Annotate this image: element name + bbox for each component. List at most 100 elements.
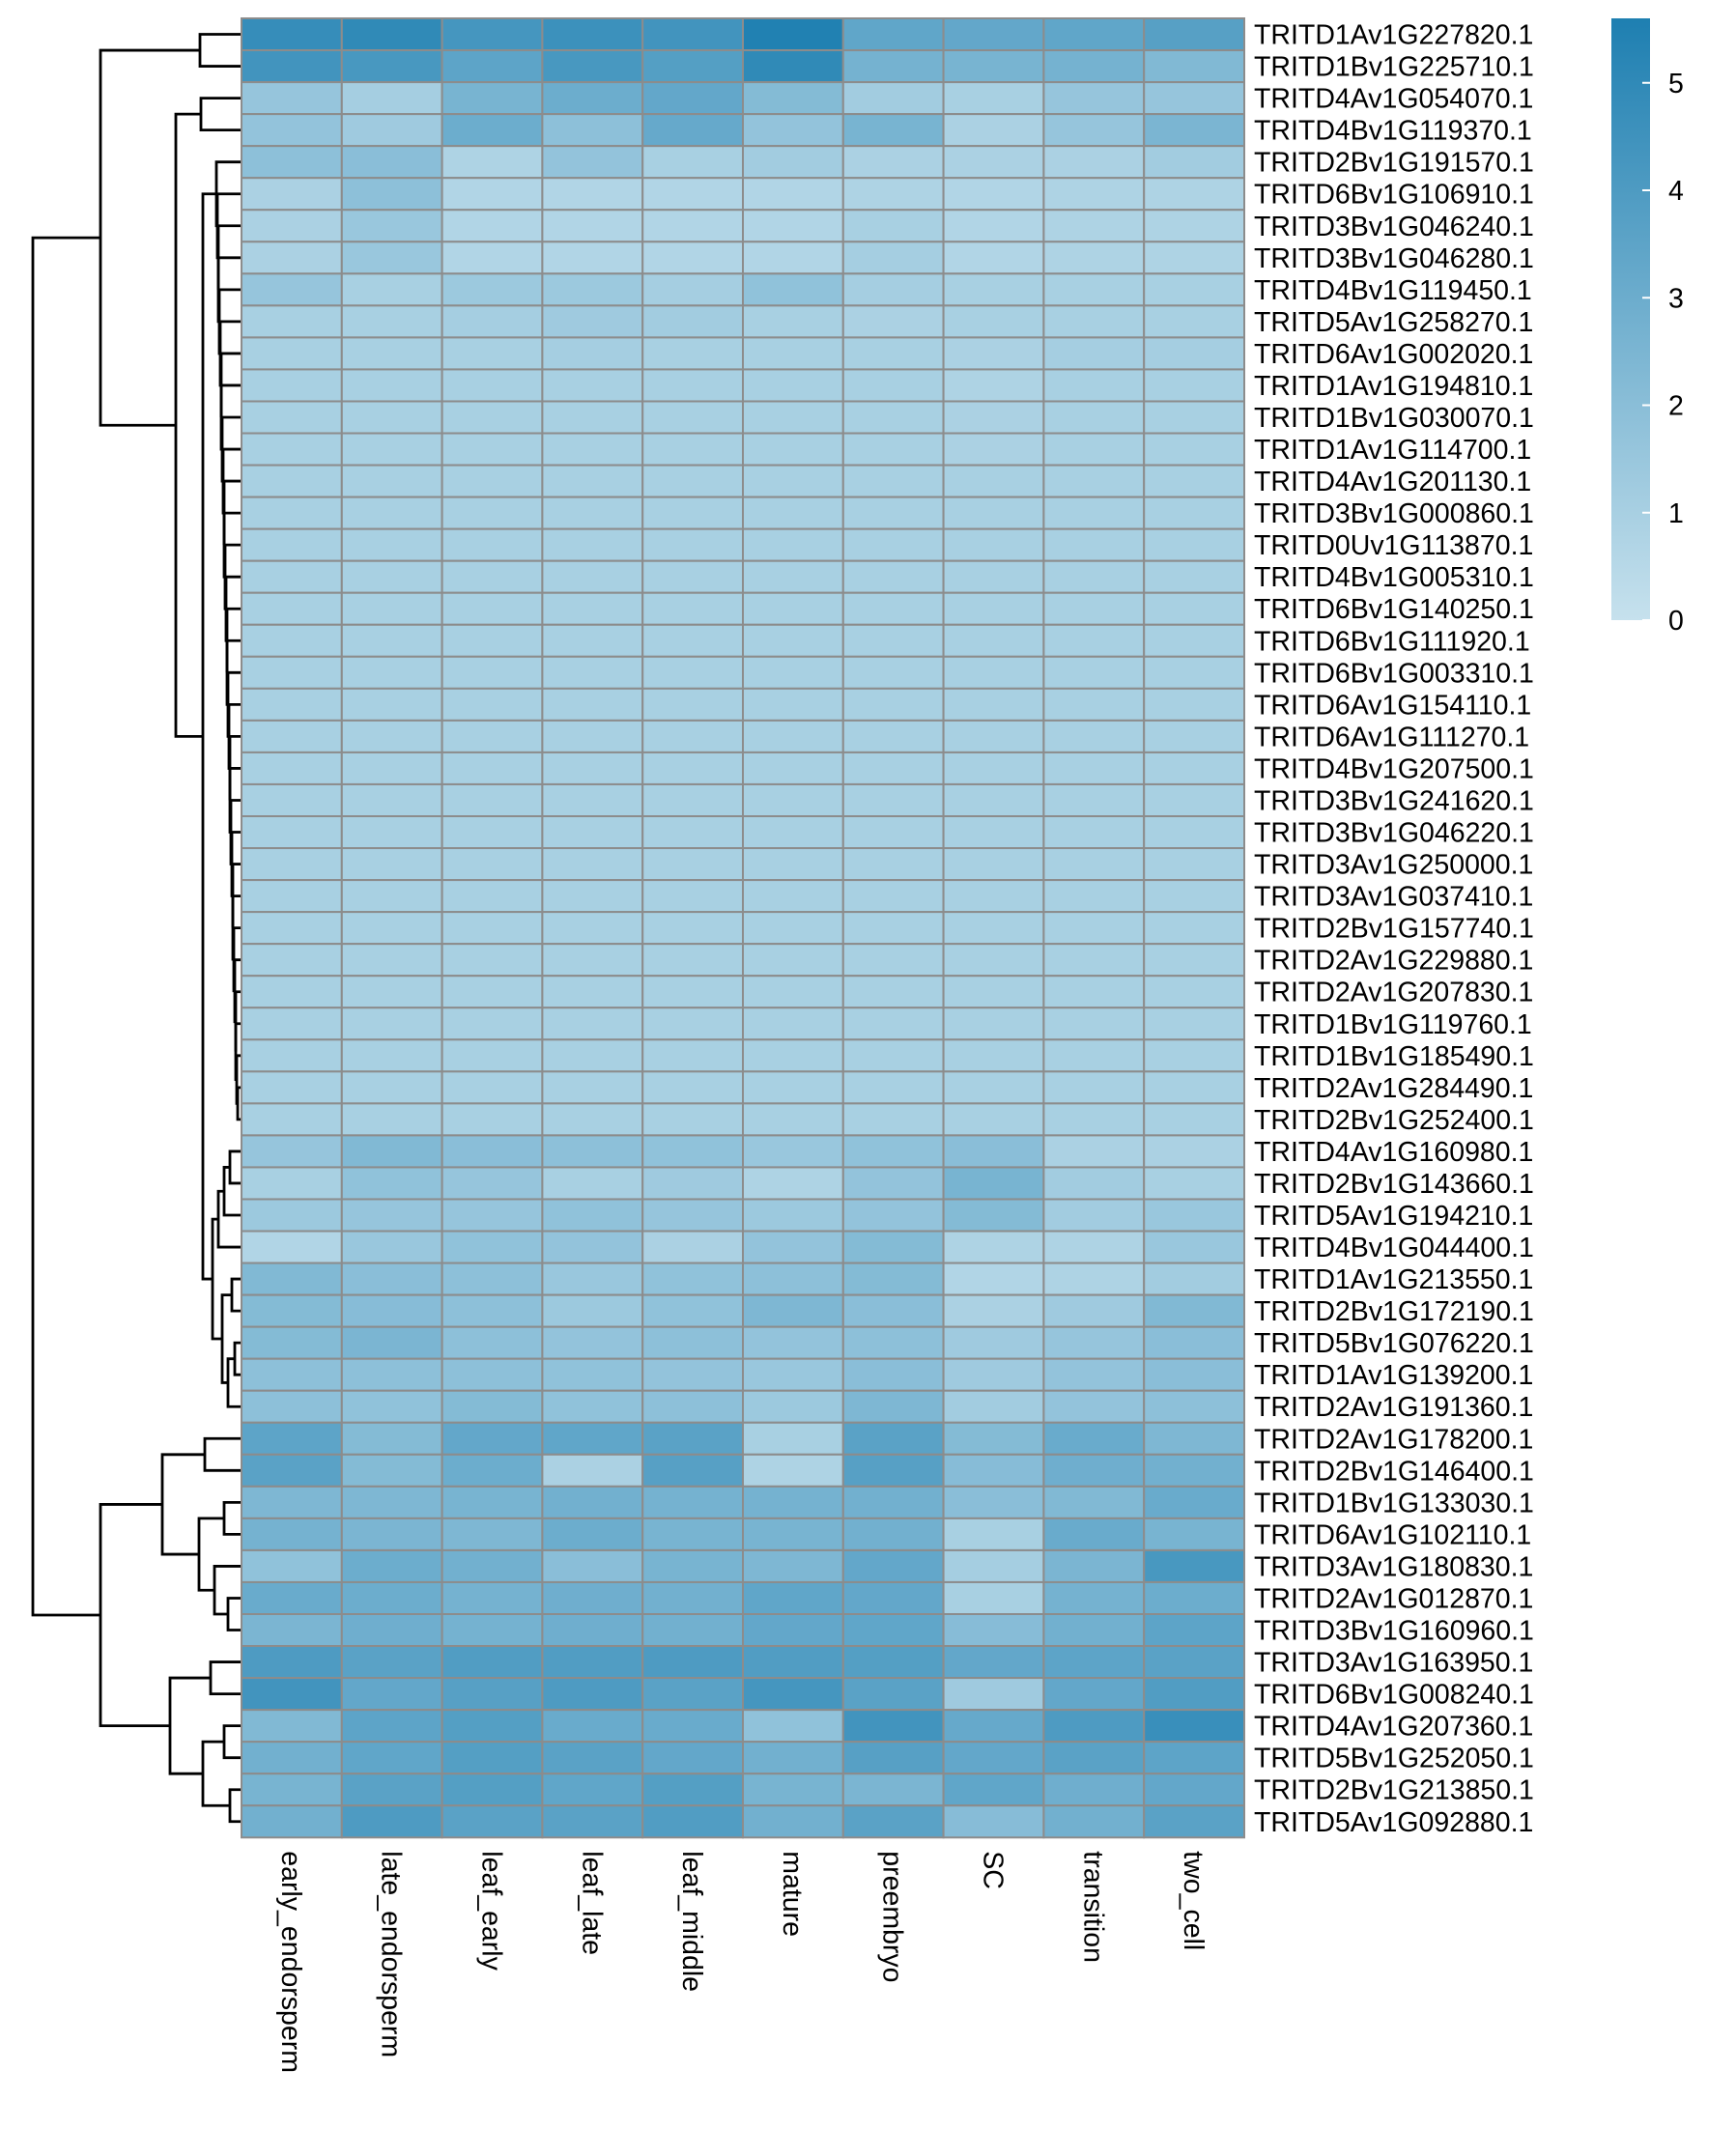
heatmap-cell <box>942 1741 1045 1775</box>
heatmap-cell <box>441 1230 544 1264</box>
heatmap-cell <box>441 1580 544 1615</box>
heatmap-cell <box>841 975 945 1009</box>
heatmap-cell <box>1143 1070 1245 1105</box>
heatmap-cell <box>241 17 343 52</box>
heatmap-cell <box>1042 368 1146 403</box>
heatmap-cell <box>742 432 844 467</box>
dendrogram-branch <box>201 1740 230 1807</box>
heatmap-cell <box>841 1070 945 1105</box>
heatmap-cell <box>841 145 945 180</box>
heatmap-cell <box>942 1230 1045 1264</box>
heatmap-cell <box>942 782 1045 818</box>
heatmap-cell <box>742 623 844 658</box>
heatmap-cell <box>541 368 644 403</box>
heatmap-cell <box>441 1485 544 1519</box>
heatmap-cell <box>1143 1773 1245 1807</box>
heatmap-cell <box>841 1804 945 1839</box>
heatmap-cell <box>241 1389 343 1424</box>
heatmap-cell <box>1143 145 1245 180</box>
heatmap-cell <box>841 241 945 275</box>
heatmap-cell <box>441 1517 544 1551</box>
heatmap-cell <box>541 911 644 946</box>
heatmap-cell <box>942 1613 1045 1648</box>
heatmap-cell <box>441 1677 544 1712</box>
heatmap-cell <box>241 1548 343 1583</box>
heatmap-cell <box>340 655 443 690</box>
heatmap-cell <box>1143 272 1245 307</box>
heatmap-cell <box>1042 1453 1146 1488</box>
heatmap-cell <box>441 1709 544 1744</box>
heatmap-cell <box>841 1038 945 1073</box>
heatmap-cell <box>641 1548 745 1583</box>
heatmap-cell <box>742 1804 844 1839</box>
heatmap-cell <box>1042 943 1146 978</box>
heatmap-cell <box>1042 1166 1146 1201</box>
heatmap-cell <box>441 1773 544 1807</box>
heatmap-cell <box>1143 719 1245 753</box>
heatmap-cell <box>1042 1773 1146 1807</box>
heatmap-cell <box>641 1421 745 1456</box>
dendrogram-branch <box>197 1517 224 1592</box>
heatmap-cell <box>641 1645 745 1680</box>
heatmap-cell <box>942 879 1045 914</box>
heatmap-cell <box>340 1485 443 1519</box>
row-label: TRITD5Bv1G076220.1 <box>1254 1328 1534 1359</box>
dendrogram-branch <box>99 1503 170 1728</box>
heatmap-cell <box>541 1517 644 1551</box>
heatmap-cell <box>241 1453 343 1488</box>
heatmap-cell <box>942 241 1045 275</box>
heatmap-cell <box>241 975 343 1009</box>
heatmap-cell <box>841 1613 945 1648</box>
heatmap-cell <box>1143 847 1245 882</box>
heatmap-cell <box>340 1580 443 1615</box>
heatmap-cell <box>1042 145 1146 180</box>
row-label: TRITD6Av1G002020.1 <box>1254 339 1533 370</box>
heatmap-cell <box>942 559 1045 594</box>
column-label: SC <box>978 1851 1009 1889</box>
legend-tick-label: 1 <box>1668 498 1684 529</box>
heatmap-cell <box>841 719 945 753</box>
heatmap-cell <box>1143 1580 1245 1615</box>
heatmap-cell <box>942 1389 1045 1424</box>
heatmap-cell <box>641 1102 745 1137</box>
row-label: TRITD3Bv1G046240.1 <box>1254 212 1534 242</box>
heatmap-cell <box>241 464 343 498</box>
heatmap-cell <box>742 943 844 978</box>
dendrogram-branch <box>228 767 242 834</box>
heatmap-cell <box>841 943 945 978</box>
heatmap-cell <box>541 559 644 594</box>
heatmap-cell <box>942 113 1045 148</box>
heatmap-cell <box>841 1166 945 1201</box>
row-label: TRITD1Av1G194810.1 <box>1254 371 1533 402</box>
heatmap-cell <box>340 272 443 307</box>
column-label: mature <box>777 1851 808 1937</box>
heatmap-cell <box>441 527 544 562</box>
heatmap-cell <box>641 432 745 467</box>
heatmap-cell <box>942 847 1045 882</box>
row-label: TRITD4Bv1G044400.1 <box>1254 1233 1534 1263</box>
heatmap-cell <box>1042 1548 1146 1583</box>
column-label: two_cell <box>1178 1851 1209 1950</box>
heatmap-cell <box>441 879 544 914</box>
heatmap-cell <box>841 1548 945 1583</box>
heatmap-cell <box>841 336 945 371</box>
heatmap-cell <box>1143 1709 1245 1744</box>
heatmap-cell <box>340 1134 443 1169</box>
heatmap-cell <box>942 1453 1045 1488</box>
heatmap-cell <box>742 1134 844 1169</box>
heatmap-cell <box>742 815 844 850</box>
heatmap-cell <box>841 113 945 148</box>
heatmap-cell <box>241 1677 343 1712</box>
heatmap-cell <box>1143 1262 1245 1296</box>
heatmap-cell <box>641 1741 745 1775</box>
dendrogram-branch <box>203 1436 242 1472</box>
heatmap-cell <box>241 209 343 243</box>
heatmap-cell <box>641 1357 745 1392</box>
dendrogram-branch <box>198 33 242 68</box>
column-label: leaf_middle <box>676 1851 707 1992</box>
legend-tick-label: 3 <box>1668 283 1684 314</box>
heatmap-cell <box>541 17 644 52</box>
heatmap-cell <box>1042 432 1146 467</box>
heatmap-cell <box>541 1389 644 1424</box>
heatmap-cell <box>841 368 945 403</box>
